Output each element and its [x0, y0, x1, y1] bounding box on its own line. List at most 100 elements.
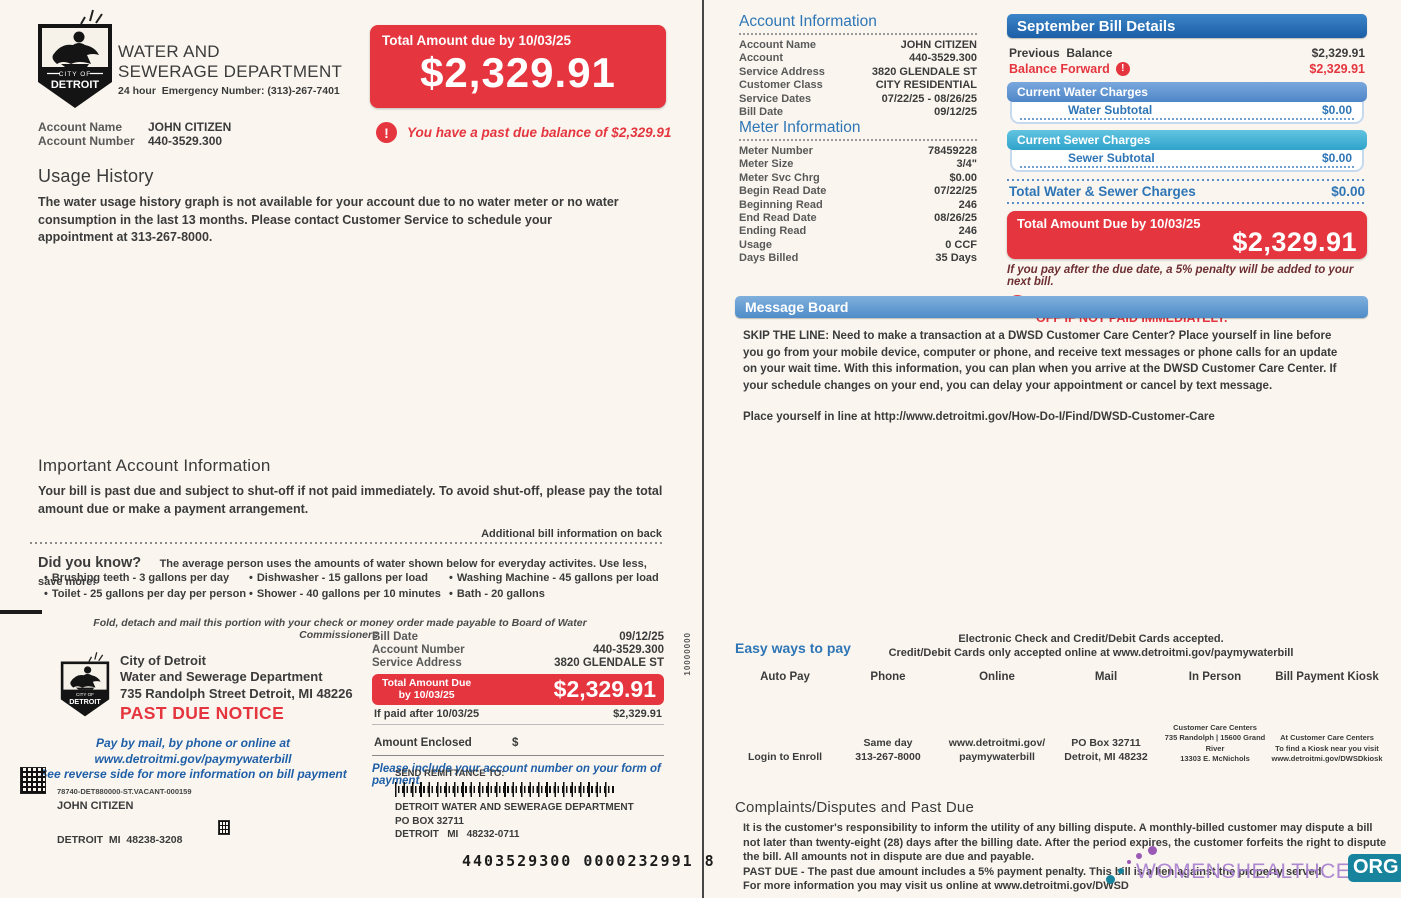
info-row: Account Name JOHN CITIZEN: [739, 39, 977, 51]
row-value: 3820 GLENDALE ST: [871, 65, 977, 78]
did-you-know-intro: The average person uses the amounts of w…: [38, 558, 647, 588]
sewer-subtotal-label: Sewer Subtotal: [1068, 151, 1155, 165]
watermark: WOMENSHEALTHCENTER. ORG: [1098, 842, 1401, 894]
bill-total-due-label: Total Amount Due by 10/03/25: [1017, 216, 1201, 231]
fold-instruction: Fold, detach and mail this portion with …: [93, 617, 587, 641]
pay-option-header: Mail: [1094, 670, 1118, 683]
row-label: Service Address: [739, 65, 825, 78]
bullet-icon: •: [249, 572, 253, 584]
department-header: WATER AND SEWERAGE DEPARTMENT 24 hour Em…: [118, 42, 342, 97]
pay-option-kiosk: Bill Payment Kiosk At Customer Care Cent…: [1271, 671, 1383, 765]
did-you-know-title: Did you know?: [38, 555, 142, 571]
message-board-title: Message Board: [735, 296, 1368, 318]
svg-text:CITY OF: CITY OF: [76, 692, 94, 697]
page-divider: [702, 0, 704, 898]
past-due-notice: PAST DUE NOTICE: [120, 702, 285, 723]
important-info-body: Your bill is past due and subject to shu…: [38, 484, 663, 516]
info-row: Beginning Read 246: [739, 199, 977, 211]
row-value: 78459228: [928, 145, 977, 157]
row-label: Meter Size: [739, 158, 794, 171]
row-value: 246: [958, 198, 977, 211]
stub-city: City of Detroit: [120, 653, 206, 668]
bullet-icon: •: [449, 572, 453, 584]
meter-information-section: Meter Information Meter Number 78459228 M…: [739, 119, 977, 266]
easy-pay-note-1: Electronic Check and Credit/Debit Cards …: [958, 633, 1224, 645]
easy-pay-note-2: Credit/Debit Cards only accepted online …: [888, 647, 1294, 660]
pay-option-detail: 735 Randolph | 15600 Grand River: [1164, 733, 1266, 753]
stub-total-due-box: Total Amount Due by 10/03/25 $2,329.91: [372, 673, 664, 705]
watermark-dot-icon: [1136, 853, 1142, 859]
mail-routing-code: 78740-DET880000-ST.VACANT-000159: [57, 787, 192, 796]
pay-instructions: Pay by mail, by phone or online at www.d…: [18, 736, 368, 783]
message-board-link-line: Place yourself in line at http://www.det…: [743, 410, 1215, 423]
water-subtotal-box: Water Subtotal $0.00: [1010, 102, 1364, 124]
list-item: • Brushing teeth - 3 gallons per day: [44, 572, 249, 584]
stub-street: 735 Randolph Street Detroit, MI 48226: [120, 685, 353, 701]
account-information-section: Account Information Account Name JOHN CIT…: [739, 13, 977, 119]
tip-text: Bath - 20 gallons: [456, 588, 545, 600]
row-label: Usage: [739, 238, 773, 251]
balance-forward-label: Balance Forward: [1009, 62, 1110, 76]
pay-option-detail: paymywaterbill: [959, 750, 1035, 763]
dept-name-line2: SEWERAGE DEPARTMENT: [118, 62, 343, 81]
pay-option-detail: At Customer Care Centers: [1280, 733, 1374, 743]
message-board-body: SKIP THE LINE: Need to make a transactio…: [743, 330, 1338, 393]
pay-option-header: Bill Payment Kiosk: [1275, 670, 1379, 683]
row-label: Meter Svc Chrg: [739, 171, 820, 184]
current-water-charges-header: Current Water Charges: [1007, 82, 1367, 102]
remittance-title: SEND REMITTANCE TO:: [395, 768, 505, 779]
info-row: Meter Number 78459228: [739, 145, 977, 157]
complaints-para-3: For more information you may visit us on…: [743, 880, 1129, 893]
stub-account-number-label: Account Number: [372, 644, 465, 657]
row-label: Ending Read: [739, 225, 807, 238]
pay-option-header: Phone: [870, 670, 906, 683]
penalty-note: If you pay after the due date, a 5% pena…: [1007, 264, 1354, 288]
qr-code-icon: [20, 767, 46, 794]
row-value: JOHN CITIZEN: [900, 39, 977, 51]
mail-recipient-name: JOHN CITIZEN: [57, 800, 134, 812]
pay-option-mail: Mail PO Box 32711 Detroit, MI 48232: [1053, 671, 1159, 765]
bill-details-title: September Bill Details: [1007, 14, 1367, 38]
stub-total-due-label1: Total Amount Due: [382, 677, 472, 690]
sewer-subtotal-value: $0.00: [1321, 151, 1352, 165]
complaints-para-1: It is the customer's responsibility to i…: [743, 822, 1387, 864]
row-value: $0.00: [949, 171, 977, 184]
row-value: 07/22/25 - 08/26/25: [881, 92, 977, 105]
remit-line2: PO BOX 32711: [395, 815, 464, 827]
stub-total-due-amount: $2,329.91: [553, 675, 656, 702]
easy-ways-to-pay-section: Easy ways to pay Electronic Check and Cr…: [735, 632, 1383, 765]
usage-history-title: Usage History: [38, 166, 154, 186]
warning-icon: !: [376, 122, 397, 143]
watermark-dot-icon: [1106, 875, 1115, 884]
pay-option-detail: 313-267-8000: [855, 750, 921, 763]
account-information-title: Account Information: [739, 13, 877, 30]
pay-option-detail: To find a Kiosk near you visit: [1275, 743, 1379, 753]
pay-option-online: Online www.detroitmi.gov/ paymywaterbill: [941, 671, 1053, 765]
info-row: Customer Class CITY RESIDENTIAL: [739, 79, 977, 91]
meter-information-title: Meter Information: [739, 119, 861, 136]
sewer-subtotal-box: Sewer Subtotal $0.00: [1010, 150, 1364, 172]
row-value: 440-3529.300: [909, 52, 977, 65]
stub-bill-date: 09/12/25: [619, 631, 664, 643]
city-of-detroit-logo-icon: CITY OF DETROIT: [35, 8, 115, 112]
complaints-para-2: PAST DUE - The past due amount includes …: [743, 865, 1325, 878]
pay-option-detail: Customer Care Centers: [1173, 722, 1257, 732]
bullet-icon: •: [249, 588, 253, 600]
past-due-alert: ! You have a past due balance of $2,329.…: [376, 122, 671, 143]
currency-symbol: $: [512, 736, 519, 749]
important-info-section: Important Account Information Your bill …: [38, 456, 666, 518]
dotted-rule: [739, 33, 977, 35]
row-value: 246: [958, 225, 977, 238]
row-label: Account Name: [739, 39, 817, 51]
stub-service-address: 3820 GLENDALE ST: [554, 657, 664, 670]
important-info-title: Important Account Information: [38, 456, 271, 475]
barcode-icon: [218, 820, 230, 835]
previous-balance-label: Previous Balance: [1009, 46, 1113, 60]
message-board-section: Message Board SKIP THE LINE: Need to mak…: [735, 296, 1368, 423]
svg-text:CITY OF: CITY OF: [59, 71, 92, 78]
pay-line-2: See reverse side for more information on…: [39, 767, 347, 782]
row-value: 35 Days: [935, 252, 977, 265]
fold-tear-mark: [0, 610, 42, 614]
stub-bill-date-label: Bill Date: [372, 631, 419, 643]
